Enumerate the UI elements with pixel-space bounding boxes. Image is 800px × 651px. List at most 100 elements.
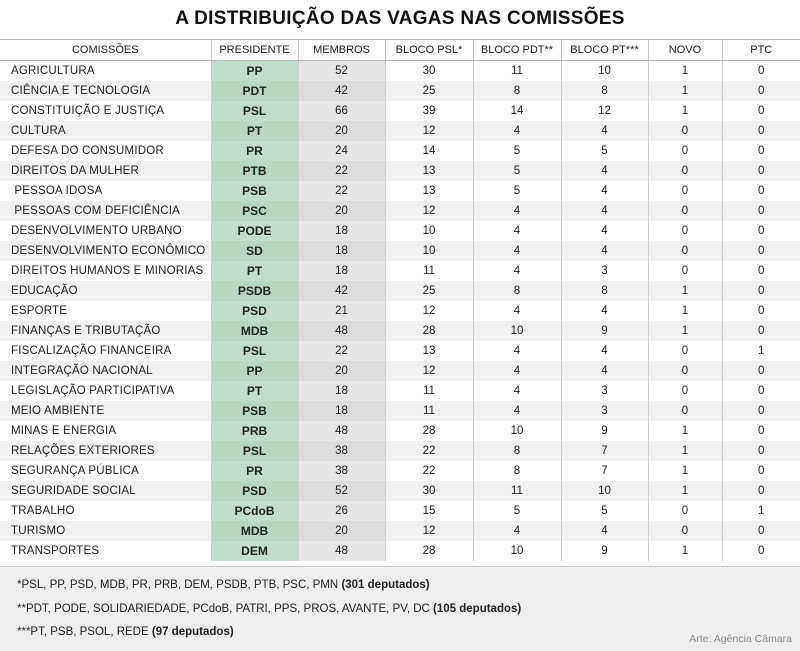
table-row: CONSTITUIÇÃO E JUSTIÇA PSL 66 39 14 12 1 0 xyxy=(0,101,800,121)
credit: Arte: Agência Câmara xyxy=(689,633,792,645)
header-novo: NOVO xyxy=(647,39,722,61)
table-row: TRABALHO PCdoB 26 15 5 5 0 1 xyxy=(0,501,800,521)
cell-ptc: 0 xyxy=(721,201,800,221)
cell-bloco-psl: 12 xyxy=(384,301,473,321)
cell-membros: 48 xyxy=(297,321,385,341)
header-membros: MEMBROS xyxy=(297,39,385,61)
cell-comissao: DESENVOLVIMENTO ECONÔMICO xyxy=(11,245,206,257)
cell-bloco-psl: 13 xyxy=(384,161,473,181)
header-comissoes: COMISSÕES xyxy=(0,39,211,61)
cell-bloco-pt: 10 xyxy=(560,60,648,81)
cell-presidente: PT xyxy=(210,121,298,141)
cell-novo: 0 xyxy=(647,141,722,161)
cell-bloco-pt: 4 xyxy=(560,181,648,201)
cell-ptc: 0 xyxy=(721,481,800,501)
cell-presidente: PR xyxy=(210,141,298,161)
cell-bloco-pdt: 4 xyxy=(472,201,561,221)
table-row: FINANÇAS E TRIBUTAÇÃO MDB 48 28 10 9 1 0 xyxy=(0,321,800,341)
cell-membros: 20 xyxy=(297,361,385,381)
cell-novo: 0 xyxy=(647,201,722,221)
cell-comissao: RELAÇÕES EXTERIORES xyxy=(11,445,155,457)
cell-membros: 48 xyxy=(297,421,385,441)
cell-bloco-pdt: 10 xyxy=(472,421,561,441)
cell-membros: 22 xyxy=(297,181,385,201)
footnote-text: *PSL, PP, PSD, MDB, PR, PRB, DEM, PSDB, … xyxy=(17,579,342,591)
cell-bloco-pdt: 5 xyxy=(472,161,561,181)
cell-comissao: TRANSPORTES xyxy=(11,545,100,557)
cell-novo: 1 xyxy=(647,281,722,301)
cell-novo: 0 xyxy=(647,241,722,261)
cell-membros: 20 xyxy=(297,121,385,141)
cell-bloco-psl: 28 xyxy=(384,541,473,561)
cell-comissao: ESPORTE xyxy=(11,305,68,317)
cell-bloco-pt: 3 xyxy=(560,401,648,421)
cell-novo: 1 xyxy=(647,541,722,561)
table-row: MINAS E ENERGIA PRB 48 28 10 9 1 0 xyxy=(0,421,800,441)
cell-comissao: LEGISLAÇÃO PARTICIPATIVA xyxy=(11,385,175,397)
cell-bloco-pdt: 11 xyxy=(472,481,561,501)
cell-membros: 48 xyxy=(297,541,385,561)
cell-bloco-pt: 10 xyxy=(560,481,648,501)
cell-bloco-pdt: 10 xyxy=(472,541,561,561)
table-row: TRANSPORTES DEM 48 28 10 9 1 0 xyxy=(0,541,800,561)
table-row: FISCALIZAÇÃO FINANCEIRA PSL 22 13 4 4 0 1 xyxy=(0,341,800,361)
cell-bloco-psl: 11 xyxy=(384,401,473,421)
cell-presidente: PSL xyxy=(210,341,298,361)
table-row: MEIO AMBIENTE PSB 18 11 4 3 0 0 xyxy=(0,401,800,421)
cell-presidente: PR xyxy=(210,461,298,481)
cell-novo: 0 xyxy=(647,121,722,141)
header-bloco-pdt: BLOCO PDT** xyxy=(472,39,561,61)
cell-bloco-pdt: 8 xyxy=(472,441,561,461)
cell-membros: 52 xyxy=(297,60,385,81)
cell-bloco-pdt: 8 xyxy=(472,281,561,301)
cell-ptc: 1 xyxy=(721,341,800,361)
cell-membros: 42 xyxy=(297,81,385,101)
cell-comissao: CIÊNCIA E TECNOLOGIA xyxy=(11,85,151,97)
cell-bloco-psl: 25 xyxy=(384,81,473,101)
cell-presidente: PSB xyxy=(210,401,298,421)
cell-bloco-pt: 3 xyxy=(560,261,648,281)
cell-bloco-pt: 4 xyxy=(560,201,648,221)
cell-bloco-psl: 14 xyxy=(384,141,473,161)
cell-bloco-pt: 4 xyxy=(560,221,648,241)
cell-presidente: PSDB xyxy=(210,281,298,301)
cell-presidente: DEM xyxy=(210,541,298,561)
cell-bloco-psl: 12 xyxy=(384,361,473,381)
footnote-count: (97 deputados) xyxy=(151,626,234,638)
cell-comissao: FINANÇAS E TRIBUTAÇÃO xyxy=(11,325,161,337)
cell-bloco-psl: 13 xyxy=(384,341,473,361)
cell-bloco-pdt: 4 xyxy=(472,401,561,421)
cell-bloco-psl: 10 xyxy=(384,241,473,261)
cell-bloco-pt: 7 xyxy=(560,461,648,481)
cell-bloco-pt: 5 xyxy=(560,141,648,161)
cell-bloco-psl: 30 xyxy=(384,60,473,81)
cell-bloco-pdt: 4 xyxy=(472,261,561,281)
cell-presidente: PSL xyxy=(210,441,298,461)
cell-ptc: 0 xyxy=(721,421,800,441)
cell-presidente: PT xyxy=(210,381,298,401)
cell-novo: 1 xyxy=(647,481,722,501)
cell-membros: 52 xyxy=(297,481,385,501)
cell-bloco-psl: 30 xyxy=(384,481,473,501)
cell-ptc: 0 xyxy=(721,60,800,81)
table-row: PESSOAS COM DEFICIÊNCIA PSC 20 12 4 4 0 0 xyxy=(0,201,800,221)
cell-membros: 42 xyxy=(297,281,385,301)
cell-novo: 0 xyxy=(647,341,722,361)
table-row: AGRICULTURA PP 52 30 11 10 1 0 xyxy=(0,60,800,81)
cell-bloco-pt: 5 xyxy=(560,501,648,521)
cell-bloco-pdt: 4 xyxy=(472,361,561,381)
table-row: DESENVOLVIMENTO ECONÔMICO SD 18 10 4 4 0 0 xyxy=(0,241,800,261)
cell-bloco-pdt: 11 xyxy=(472,60,561,81)
cell-comissao: DESENVOLVIMENTO URBANO xyxy=(11,225,182,237)
cell-comissao: MEIO AMBIENTE xyxy=(11,405,105,417)
cell-bloco-psl: 12 xyxy=(384,201,473,221)
cell-ptc: 0 xyxy=(721,121,800,141)
cell-presidente: PODE xyxy=(210,221,298,241)
table-row: TURISMO MDB 20 12 4 4 0 0 xyxy=(0,521,800,541)
cell-bloco-pt: 9 xyxy=(560,421,648,441)
cell-bloco-pdt: 4 xyxy=(472,301,561,321)
header-bloco-pt: BLOCO PT*** xyxy=(560,39,648,61)
cell-novo: 1 xyxy=(647,321,722,341)
cell-novo: 1 xyxy=(647,421,722,441)
cell-bloco-pt: 9 xyxy=(560,321,648,341)
